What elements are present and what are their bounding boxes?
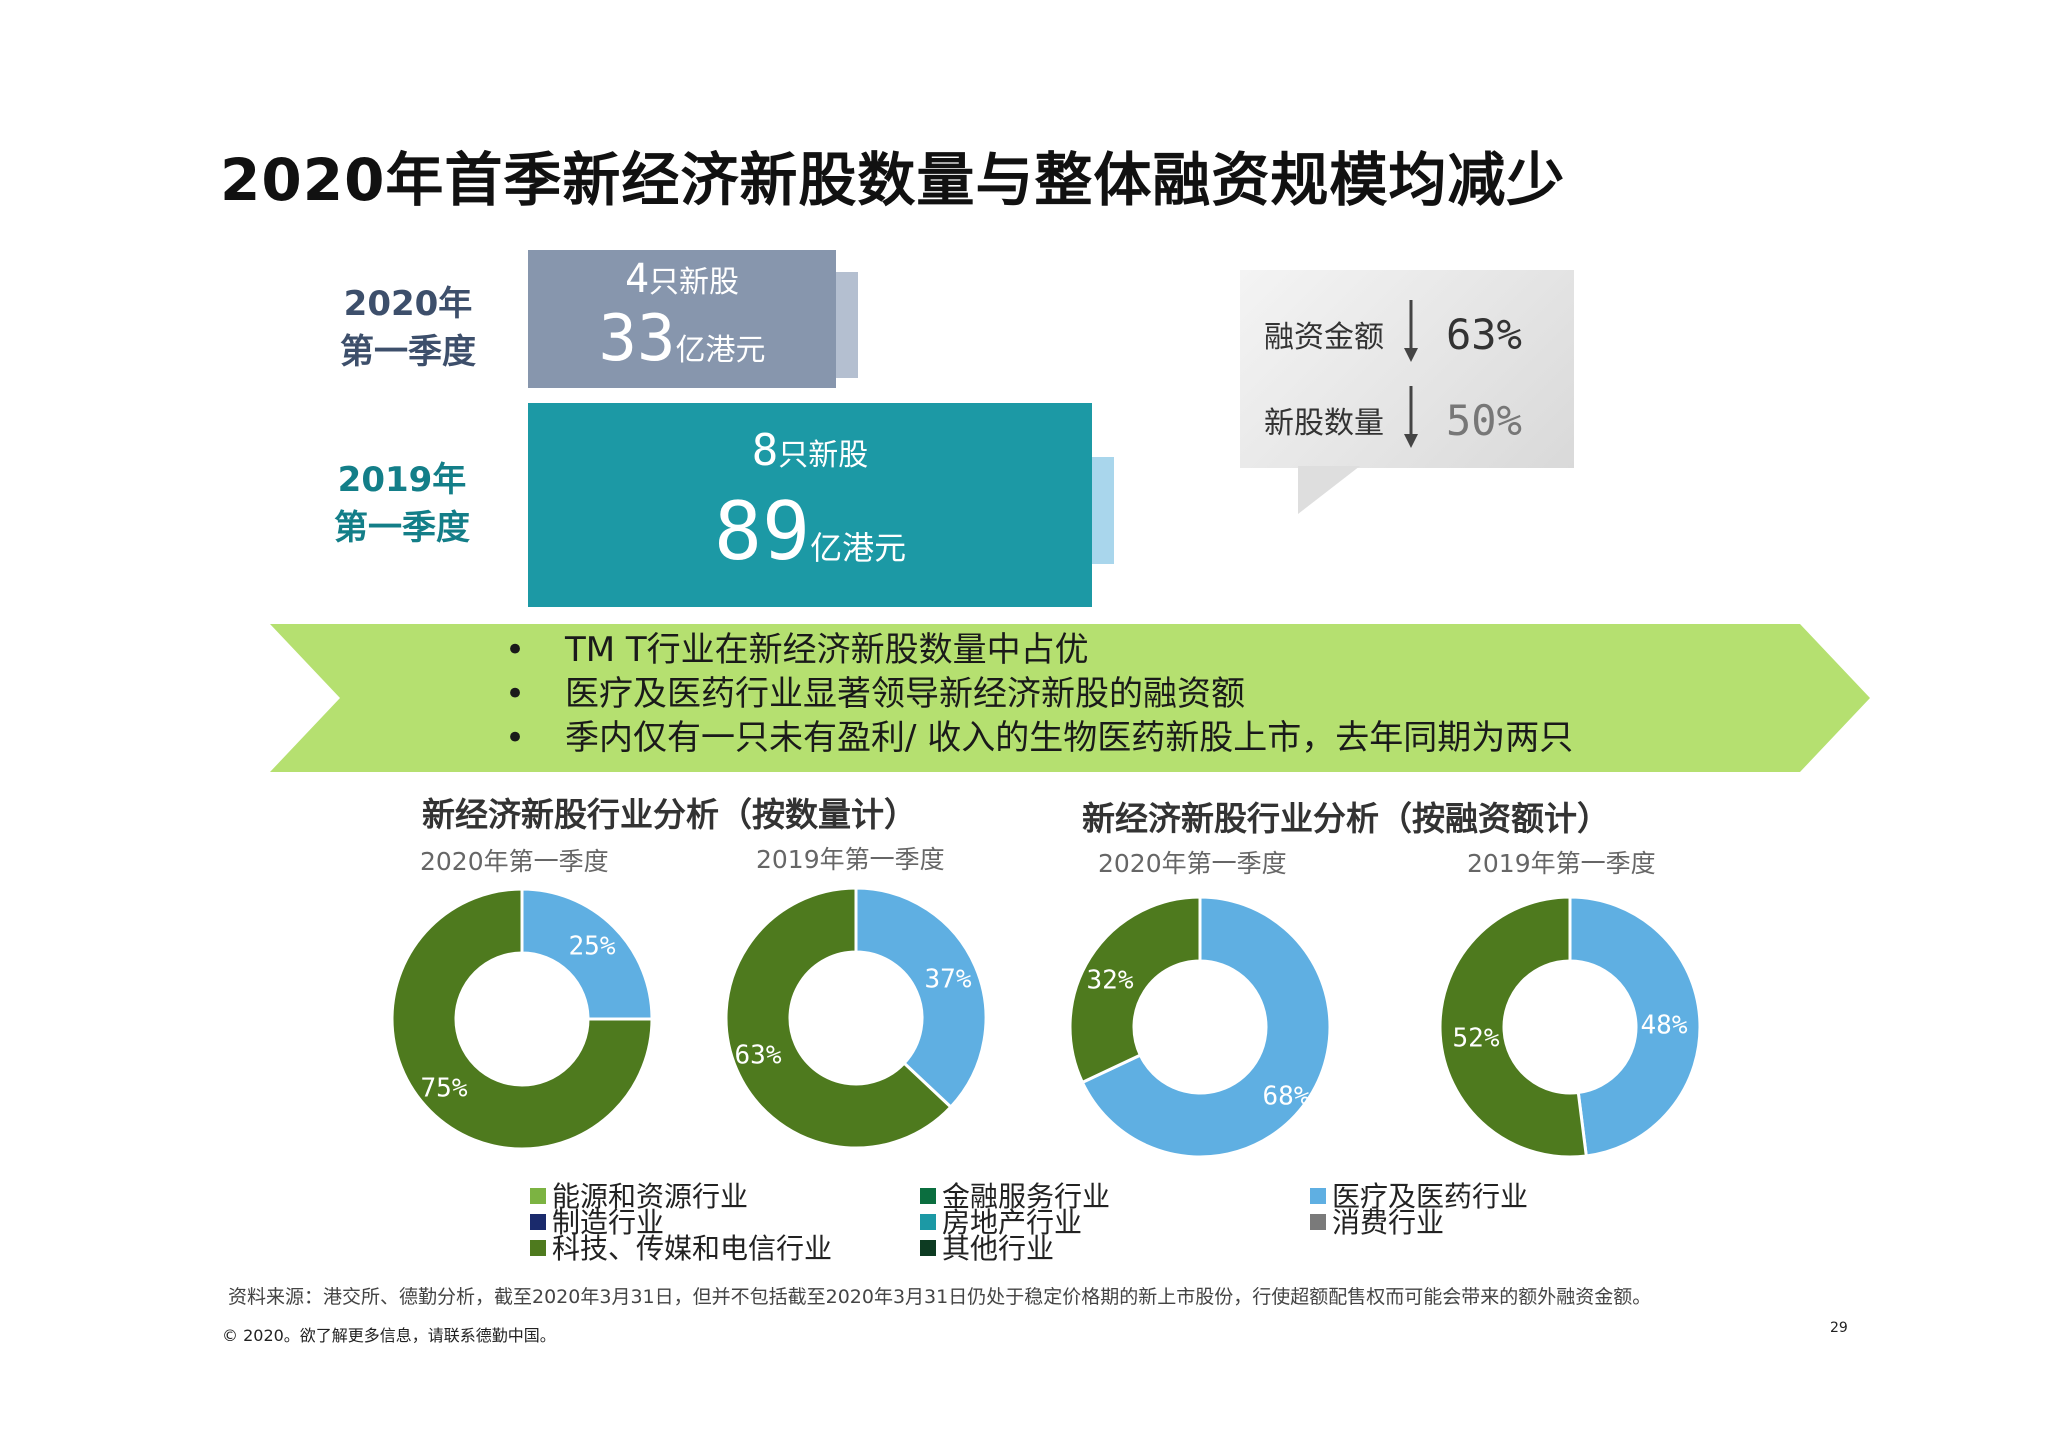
copyright: © 2020。欲了解更多信息，请联系德勤中国。	[222, 1326, 556, 1345]
bar-2019-ipo-line: 8只新股	[528, 425, 1092, 476]
legend-swatch	[1310, 1188, 1326, 1204]
bar-2020-funds-line: 33亿港元	[528, 302, 836, 376]
change-callout: 融资金额 63% 新股数量 50%	[1240, 270, 1574, 468]
bullet-item: • 季内仅有一只未有盈利/ 收入的生物医药新股上市，去年同期为两只	[505, 716, 1573, 760]
donut-slice	[1068, 895, 1202, 1085]
year-label-2019: 2019年 第一季度	[302, 456, 502, 552]
donut-slice	[390, 887, 654, 1151]
legend-label: 医疗及医药行业	[1332, 1180, 1529, 1213]
bar-2020-ipo-count: 4	[624, 256, 650, 302]
legend-label: 科技、传媒和电信行业	[552, 1232, 833, 1265]
callout-funds-value: 63%	[1446, 309, 1522, 359]
section-title-by-funds: 新经济新股行业分析（按融资额计）	[1082, 799, 1610, 838]
bar-2019-ipo-count: 8	[751, 425, 779, 476]
legend-swatch	[530, 1188, 546, 1204]
legend-label: 金融服务行业	[942, 1180, 1111, 1213]
chart-subtitle: 2019年第一季度	[756, 845, 945, 874]
down-arrow-icon	[1402, 300, 1426, 368]
bar-2019-tab	[1092, 457, 1114, 564]
donut-slice	[854, 886, 988, 1110]
legend-label: 消费行业	[1332, 1206, 1445, 1239]
legend-item: 其他行业	[920, 1235, 1054, 1263]
bullet-dot-icon: •	[505, 718, 526, 758]
legend-label: 制造行业	[552, 1206, 665, 1239]
source-note: 资料来源：港交所、德勤分析，截至2020年3月31日，但并不包括截至2020年3…	[228, 1286, 1652, 1308]
donut-data-label: 75%	[421, 1074, 468, 1104]
legend-swatch	[1310, 1214, 1326, 1230]
chart-subtitle: 2020年第一季度	[1098, 849, 1287, 878]
bar-2019: 8只新股 89亿港元	[528, 403, 1092, 607]
legend-item: 科技、传媒和电信行业	[530, 1235, 832, 1263]
donut-data-label: 37%	[925, 965, 972, 995]
legend-item: 制造行业	[530, 1209, 664, 1237]
legend-swatch	[920, 1214, 936, 1230]
page-number: 29	[1830, 1320, 1848, 1336]
donut-slice	[724, 886, 953, 1150]
down-arrow-icon	[1402, 386, 1426, 454]
legend-label: 其他行业	[942, 1232, 1055, 1265]
legend-item: 房地产行业	[920, 1209, 1082, 1237]
legend-swatch	[530, 1214, 546, 1230]
bar-2020-tab	[836, 272, 858, 378]
donut-slice	[1438, 895, 1588, 1159]
key-findings: • TM T行业在新经济新股数量中占优 • 医疗及医药行业显著领导新经济新股的融资额…	[505, 628, 1573, 760]
bar-2019-ipo-unit: 只新股	[778, 438, 869, 473]
year-label-2019-quarter: 第一季度	[334, 508, 470, 548]
section-title-by-count: 新经济新股行业分析（按数量计）	[422, 795, 917, 834]
legend-label: 能源和资源行业	[552, 1180, 749, 1213]
callout-row-funds: 融资金额 63%	[1264, 300, 1522, 368]
callout-row-count: 新股数量 50%	[1264, 386, 1522, 454]
bullet-item: • TM T行业在新经济新股数量中占优	[505, 628, 1573, 672]
bar-2020-ipo-unit: 只新股	[649, 265, 740, 300]
donut-data-label: 63%	[735, 1041, 782, 1071]
bar-2020-funds-unit: 亿港元	[675, 333, 766, 368]
year-label-2020: 2020年 第一季度	[308, 280, 508, 376]
bullet-text: TM T行业在新经济新股数量中占优	[565, 630, 1089, 670]
callout-funds-label: 融资金额	[1264, 320, 1384, 355]
donut-data-label: 48%	[1641, 1011, 1688, 1041]
donut-data-label: 32%	[1087, 966, 1134, 996]
legend-item: 能源和资源行业	[530, 1183, 748, 1211]
bullet-text: 季内仅有一只未有盈利/ 收入的生物医药新股上市，去年同期为两只	[565, 718, 1574, 758]
legend-swatch	[530, 1240, 546, 1256]
year-label-2019-year: 2019年	[337, 460, 467, 500]
bullet-item: • 医疗及医药行业显著领导新经济新股的融资额	[505, 672, 1573, 716]
chart-subtitle: 2019年第一季度	[1467, 849, 1656, 878]
callout-count-value: 50%	[1446, 395, 1522, 445]
chart-subtitle: 2020年第一季度	[420, 847, 609, 876]
legend-swatch	[920, 1240, 936, 1256]
donut-data-label: 68%	[1263, 1082, 1310, 1112]
bullet-text: 医疗及医药行业显著领导新经济新股的融资额	[565, 674, 1245, 714]
bar-2019-funds-line: 89亿港元	[528, 485, 1092, 578]
donut-data-label: 25%	[569, 932, 616, 962]
legend-label: 房地产行业	[942, 1206, 1083, 1239]
donut-slice	[520, 887, 654, 1021]
donut-slice	[1080, 895, 1332, 1159]
year-label-2020-year: 2020年	[343, 284, 473, 324]
legend-swatch	[920, 1188, 936, 1204]
donut-slice	[1568, 895, 1702, 1158]
bar-2019-funds: 89	[713, 485, 811, 578]
callout-tail	[1298, 466, 1360, 514]
legend-item: 医疗及医药行业	[1310, 1183, 1528, 1211]
year-label-2020-quarter: 第一季度	[340, 332, 476, 372]
bar-2020: 4只新股 33亿港元	[528, 250, 836, 388]
bar-2020-ipo-line: 4只新股	[528, 256, 836, 302]
bullet-dot-icon: •	[505, 630, 526, 670]
bullet-dot-icon: •	[505, 674, 526, 714]
legend-item: 消费行业	[1310, 1209, 1444, 1237]
bar-2020-funds: 33	[598, 302, 676, 376]
chevron-banner	[270, 624, 1870, 772]
bar-2019-funds-unit: 亿港元	[810, 529, 907, 567]
callout-count-label: 新股数量	[1264, 406, 1384, 441]
donut-data-label: 52%	[1453, 1024, 1500, 1054]
page-title: 2020年首季新经济新股数量与整体融资规模均减少	[220, 146, 1566, 214]
legend-item: 金融服务行业	[920, 1183, 1110, 1211]
